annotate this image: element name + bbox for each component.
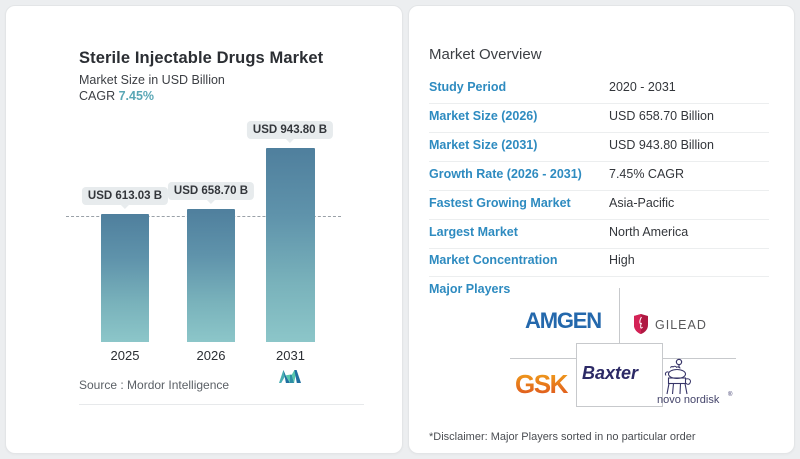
svg-text:GILEAD: GILEAD — [655, 318, 707, 332]
svg-text:Baxter: Baxter — [582, 363, 639, 383]
svg-text:AMGEN: AMGEN — [525, 308, 601, 333]
svg-text:GSK: GSK — [515, 370, 569, 399]
svg-text:novo nordisk: novo nordisk — [657, 394, 720, 406]
svg-text:®: ® — [728, 391, 733, 398]
